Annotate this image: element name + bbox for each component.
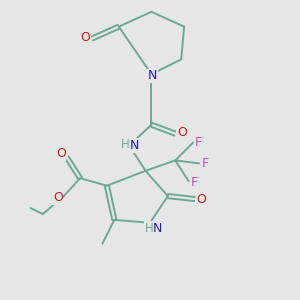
Text: O: O [196,193,206,206]
Text: N: N [148,69,157,82]
Text: O: O [177,126,187,139]
Text: F: F [195,136,202,149]
Text: F: F [190,176,198,189]
Text: H: H [121,138,130,151]
Text: O: O [53,191,63,204]
Text: H: H [145,222,154,235]
Text: N: N [130,139,139,152]
Text: O: O [81,31,90,44]
Text: F: F [202,157,209,170]
Text: N: N [153,222,162,235]
Text: O: O [56,147,66,161]
